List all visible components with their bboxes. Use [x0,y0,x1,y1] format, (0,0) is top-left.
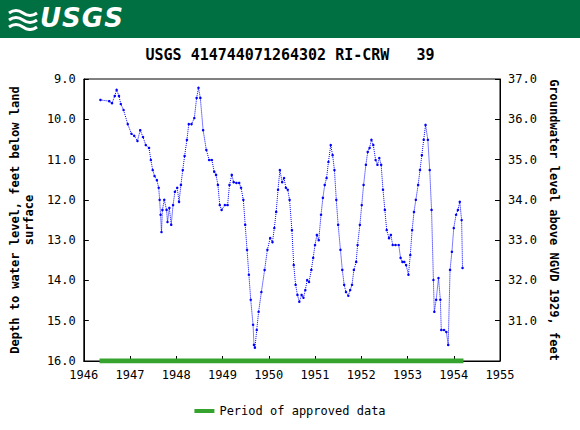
svg-text:1949: 1949 [208,368,237,382]
svg-text:1954: 1954 [439,368,468,382]
svg-text:surface: surface [22,195,36,246]
svg-text:15.0: 15.0 [47,314,76,328]
svg-text:35.0: 35.0 [508,153,537,167]
svg-text:32.0: 32.0 [508,273,537,287]
svg-text:13.0: 13.0 [47,233,76,247]
svg-text:Groundwater level above NGVD 1: Groundwater level above NGVD 1929, feet [547,79,561,361]
svg-text:12.0: 12.0 [47,193,76,207]
html-text:USGS: USGS [40,3,124,33]
svg-text:33.0: 33.0 [508,233,537,247]
svg-text:1948: 1948 [162,368,191,382]
svg-text:37.0: 37.0 [508,72,537,86]
svg-text:16.0: 16.0 [47,354,76,368]
svg-text:1952: 1952 [347,368,376,382]
svg-text:1946: 1946 [69,368,98,382]
svg-text:Depth to water level, feet bel: Depth to water level, feet below land [8,86,22,353]
svg-text:31.0: 31.0 [508,314,537,328]
svg-text:Period of approved data: Period of approved data [219,404,385,418]
svg-text:11.0: 11.0 [47,153,76,167]
svg-text:1953: 1953 [393,368,422,382]
svg-text:10.0: 10.0 [47,112,76,126]
svg-text:USGS 414744071264302 RI-CRW: USGS 414744071264302 RI-CRW 39 [146,46,435,64]
svg-text:36.0: 36.0 [508,112,537,126]
svg-text:1947: 1947 [116,368,145,382]
svg-text:1955: 1955 [486,368,515,382]
svg-text:34.0: 34.0 [508,193,537,207]
svg-text:9.0: 9.0 [54,72,76,86]
svg-text:14.0: 14.0 [47,273,76,287]
svg-text:1951: 1951 [301,368,330,382]
svg-text:1950: 1950 [254,368,283,382]
